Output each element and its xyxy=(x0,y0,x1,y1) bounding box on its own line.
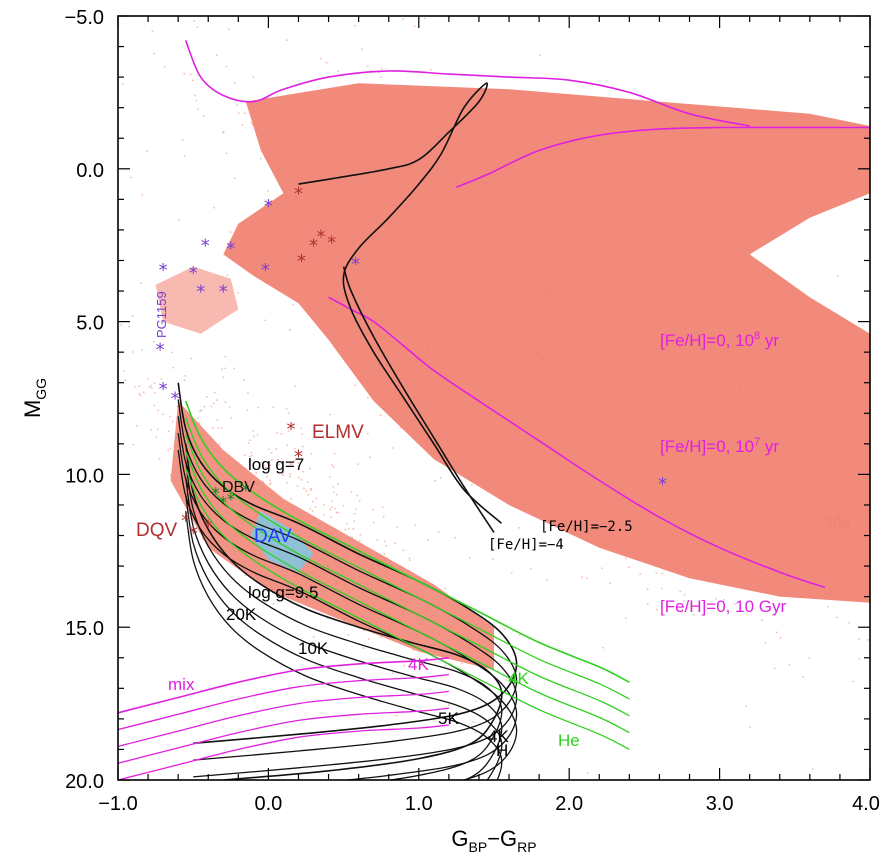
series-line-2 xyxy=(456,126,870,188)
series-line-6-grid-2 xyxy=(185,477,503,780)
annotation-20k: 20K xyxy=(226,605,257,624)
variable-star-marker: * xyxy=(264,196,273,217)
annotation-4k-mix: 4K xyxy=(408,655,429,674)
series-line-3 xyxy=(298,82,503,524)
series-line-6-grid-4 xyxy=(185,511,503,780)
variable-star-marker: * xyxy=(227,489,235,508)
variable-star-marker: * xyxy=(196,281,205,302)
annotation-fe0-1e7: [Fe/H]=0, 107 yr xyxy=(660,436,779,456)
annotation-mix: mix xyxy=(168,675,195,694)
annotation-4k-black: 4K xyxy=(488,727,509,746)
y-tick-label: −5.0 xyxy=(65,7,104,29)
y-tick-label: 5.0 xyxy=(76,313,104,335)
variable-star-marker: * xyxy=(294,184,303,205)
series-line-7-grid-4 xyxy=(185,468,630,750)
star-cloud-region xyxy=(170,401,494,670)
series-line-7-grid-1 xyxy=(185,417,630,700)
x-tick-label: 3.0 xyxy=(706,793,734,815)
model-curves xyxy=(118,40,870,780)
variable-star-marker: * xyxy=(156,339,165,360)
annotation-4k-he: 4K xyxy=(508,669,529,688)
variable-star-marker: * xyxy=(159,260,168,281)
variable-star-marker: * xyxy=(242,480,250,499)
annotation-he: He xyxy=(558,731,580,750)
star-cloud-region xyxy=(155,266,239,334)
y-tick-label: 10.0 xyxy=(65,465,104,487)
series-line-1 xyxy=(184,40,750,127)
annotation-sigma: 10σ xyxy=(826,514,851,530)
x-axis-label: GBP−GRP xyxy=(451,826,536,855)
y-axis-label: MGG xyxy=(20,378,49,418)
variable-star-marker: * xyxy=(327,232,336,253)
variable-star-marker: * xyxy=(181,511,190,532)
x-tick-label: 1.0 xyxy=(405,793,433,815)
series-line-8 xyxy=(118,657,449,714)
variable-star-marker: * xyxy=(159,379,168,400)
variable-star-marker: * xyxy=(309,236,318,257)
variable-star-marker: * xyxy=(351,254,360,275)
variable-star-marker: * xyxy=(204,517,213,538)
y-tick-label: 15.0 xyxy=(65,618,104,640)
variable-star-marker: * xyxy=(201,236,210,257)
variable-star-markers: * * * * * * * * * * * * * * * * * * * * * * * * * * * xyxy=(156,184,667,544)
annotation-10k: 10K xyxy=(298,639,329,658)
variable-star-marker: * xyxy=(226,239,235,260)
series-line-8-grid-2 xyxy=(118,690,449,748)
variable-star-marker: * xyxy=(219,281,228,302)
annotation-feh-m4: [Fe/H]=−4 xyxy=(488,537,564,553)
y-tick-label: 20.0 xyxy=(65,771,104,793)
annotation-logg95: log g=9.5 xyxy=(248,583,318,602)
series-line-7-grid-3 xyxy=(185,451,630,734)
variable-star-marker: * xyxy=(286,419,295,440)
variable-star-marker: * xyxy=(212,483,220,502)
x-tick-label: 4.0 xyxy=(852,793,880,815)
y-tick-label: 0.0 xyxy=(76,160,104,182)
axis-ticks xyxy=(117,15,871,781)
annotation-logg7: log g=7 xyxy=(248,455,304,474)
annotation-dqv: DQV xyxy=(136,520,178,541)
variable-star-marker: * xyxy=(261,260,270,281)
x-tick-label: −1.0 xyxy=(98,793,137,815)
plot-frame xyxy=(117,15,871,781)
annotation-dbv: DBV xyxy=(222,479,255,496)
annotation-pg1159: PG1159 xyxy=(154,291,169,338)
series-line-0 xyxy=(328,296,826,589)
annotation-5k: 5K xyxy=(438,709,459,728)
series-line-7 xyxy=(184,400,630,683)
star-scatter xyxy=(118,17,870,774)
variable-star-marker: * xyxy=(658,474,667,495)
series-line-6-grid-3 xyxy=(185,494,503,780)
variable-star-marker: * xyxy=(297,251,306,272)
star-cloud-region xyxy=(223,83,870,603)
variable-star-marker: * xyxy=(189,523,198,544)
star-density-cloud xyxy=(118,17,870,774)
annotation-fe0-1e8: [Fe/H]=0, 108 yr xyxy=(660,330,779,350)
variable-star-marker: * xyxy=(219,493,227,512)
variable-star-marker: * xyxy=(171,388,180,409)
annotation-h: H xyxy=(496,741,508,760)
annotations: [Fe/H]=0, 108 yr [Fe/H]=0, 107 yr [Fe/H]… xyxy=(136,291,851,760)
series-line-4 xyxy=(342,266,495,533)
series-line-7-grid-2 xyxy=(185,434,630,717)
series-line-8-grid-3 xyxy=(118,707,449,764)
variable-star-marker: * xyxy=(294,446,303,467)
annotation-feh-m25: [Fe/H]=−2.5 xyxy=(540,519,633,535)
series-line-6 xyxy=(184,443,503,780)
x-tick-label: 2.0 xyxy=(555,793,583,815)
x-tick-label: 0.0 xyxy=(254,793,282,815)
variable-star-marker: * xyxy=(317,226,326,247)
series-line-8-grid-4 xyxy=(118,724,449,780)
variable-star-marker: * xyxy=(189,263,198,284)
annotation-dav: DAV xyxy=(254,526,292,547)
series-line-8-grid-1 xyxy=(118,673,449,731)
annotation-elmv: ELMV xyxy=(312,422,364,443)
annotation-fe0-10gyr: [Fe/H]=0, 10 Gyr xyxy=(660,597,786,616)
